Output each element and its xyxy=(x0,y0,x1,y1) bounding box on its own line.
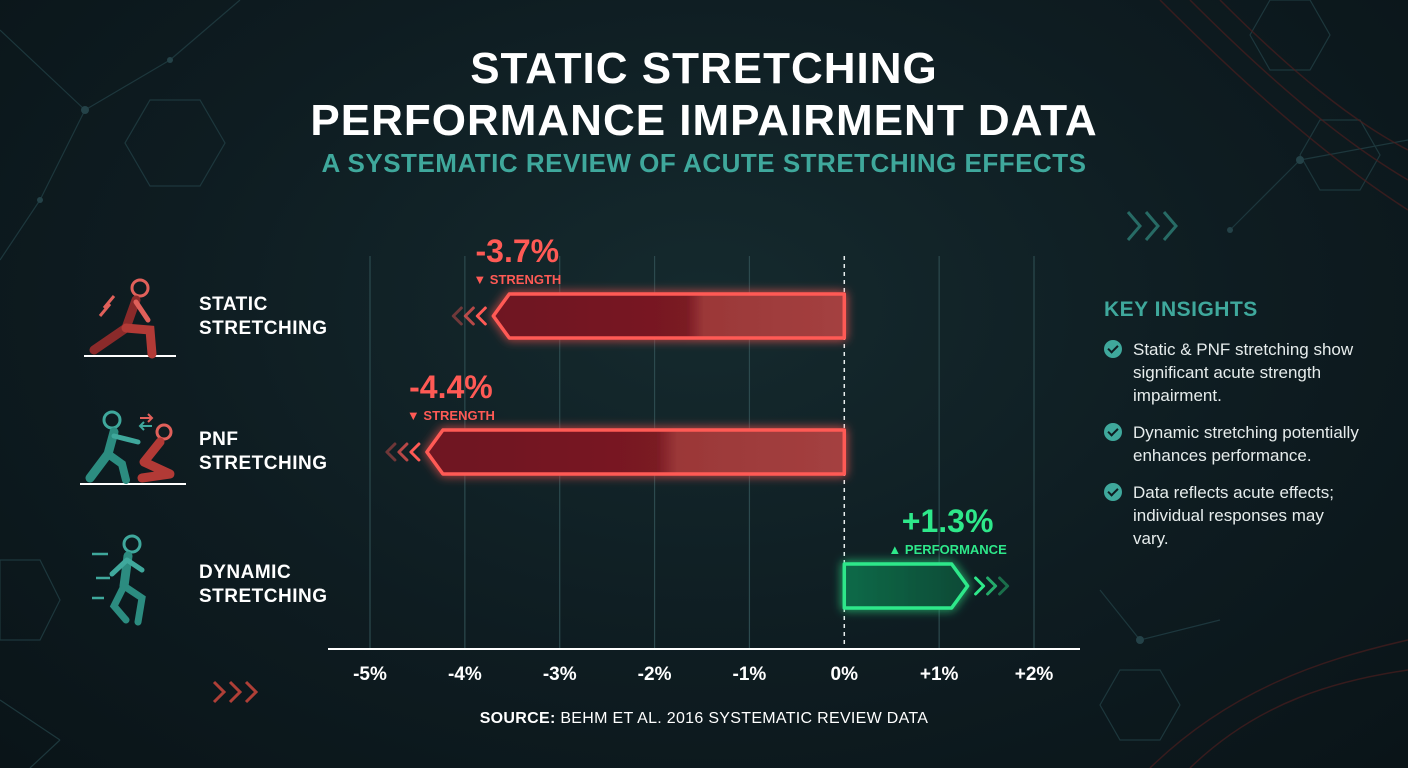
bar-value-label: -4.4% xyxy=(409,369,493,405)
x-tick-label: +2% xyxy=(1015,664,1054,685)
row-label-line2: STRETCHING xyxy=(199,586,328,607)
insight-item: Data reflects acute effects; individual … xyxy=(1104,481,1364,550)
page-subtitle: A SYSTEMATIC REVIEW OF ACUTE STRETCHING … xyxy=(321,148,1087,178)
bar xyxy=(842,562,970,610)
x-tick-label: -3% xyxy=(543,664,577,685)
bar-sublabel: ▼ STRENGTH xyxy=(473,272,561,287)
direction-chevron xyxy=(986,576,998,596)
source-label: SOURCE: xyxy=(479,710,556,727)
direction-chevron xyxy=(385,442,397,462)
bar-sublabel: ▲ PERFORMANCE xyxy=(888,542,1007,557)
insight-text: Dynamic stretching potentially enhances … xyxy=(1133,423,1359,465)
bar xyxy=(491,292,847,340)
direction-chevron xyxy=(475,306,487,326)
check-circle-icon xyxy=(1104,423,1122,441)
row-label-line2: STRETCHING xyxy=(199,318,328,339)
x-tick-label: 0% xyxy=(831,664,859,685)
insight-text: Data reflects acute effects; individual … xyxy=(1133,483,1334,548)
row-label-pnf: PNF STRETCHING xyxy=(199,428,328,476)
direction-chevron xyxy=(409,442,421,462)
x-tick-label: -2% xyxy=(638,664,672,685)
check-circle-icon xyxy=(1104,340,1122,358)
row-label-line1: STATIC xyxy=(199,294,268,315)
direction-chevron xyxy=(463,306,475,326)
check-circle-icon xyxy=(1104,483,1122,501)
partner-stretch-icon xyxy=(80,410,186,485)
x-tick-label: -5% xyxy=(353,664,387,685)
page-title-line-1: STATIC STRETCHING xyxy=(470,44,938,93)
source-citation: SOURCE: BEHM ET AL. 2016 SYSTEMATIC REVI… xyxy=(0,710,1408,728)
direction-chevron xyxy=(974,576,986,596)
bar-value-label: +1.3% xyxy=(902,503,994,539)
bar-value-label: -3.7% xyxy=(476,233,560,269)
insight-text: Static & PNF stretching show significant… xyxy=(1133,340,1354,405)
row-label-line1: PNF xyxy=(199,429,239,450)
running-figure-icon xyxy=(92,534,146,626)
x-tick-label: -1% xyxy=(733,664,767,685)
direction-chevron xyxy=(451,306,463,326)
direction-chevron xyxy=(998,576,1010,596)
row-label-static: STATIC STRETCHING xyxy=(199,293,328,341)
insight-item: Dynamic stretching potentially enhances … xyxy=(1104,421,1364,467)
bar xyxy=(425,428,847,476)
row-label-line1: DYNAMIC xyxy=(199,562,292,583)
source-text: BEHM ET AL. 2016 SYSTEMATIC REVIEW DATA xyxy=(555,710,929,727)
direction-chevron xyxy=(397,442,409,462)
x-tick-label: -4% xyxy=(448,664,482,685)
row-label-line2: STRETCHING xyxy=(199,453,328,474)
bar-sublabel: ▼ STRENGTH xyxy=(407,408,495,423)
insight-item: Static & PNF stretching show significant… xyxy=(1104,338,1364,407)
x-tick-label: +1% xyxy=(920,664,959,685)
key-insights-panel: KEY INSIGHTS Static & PNF stretching sho… xyxy=(1104,298,1364,564)
page-title-line-2: PERFORMANCE IMPAIRMENT DATA xyxy=(310,96,1098,145)
key-insights-title: KEY INSIGHTS xyxy=(1104,298,1258,321)
lunge-stretch-icon xyxy=(84,278,176,359)
row-label-dynamic: DYNAMIC STRETCHING xyxy=(199,561,328,609)
